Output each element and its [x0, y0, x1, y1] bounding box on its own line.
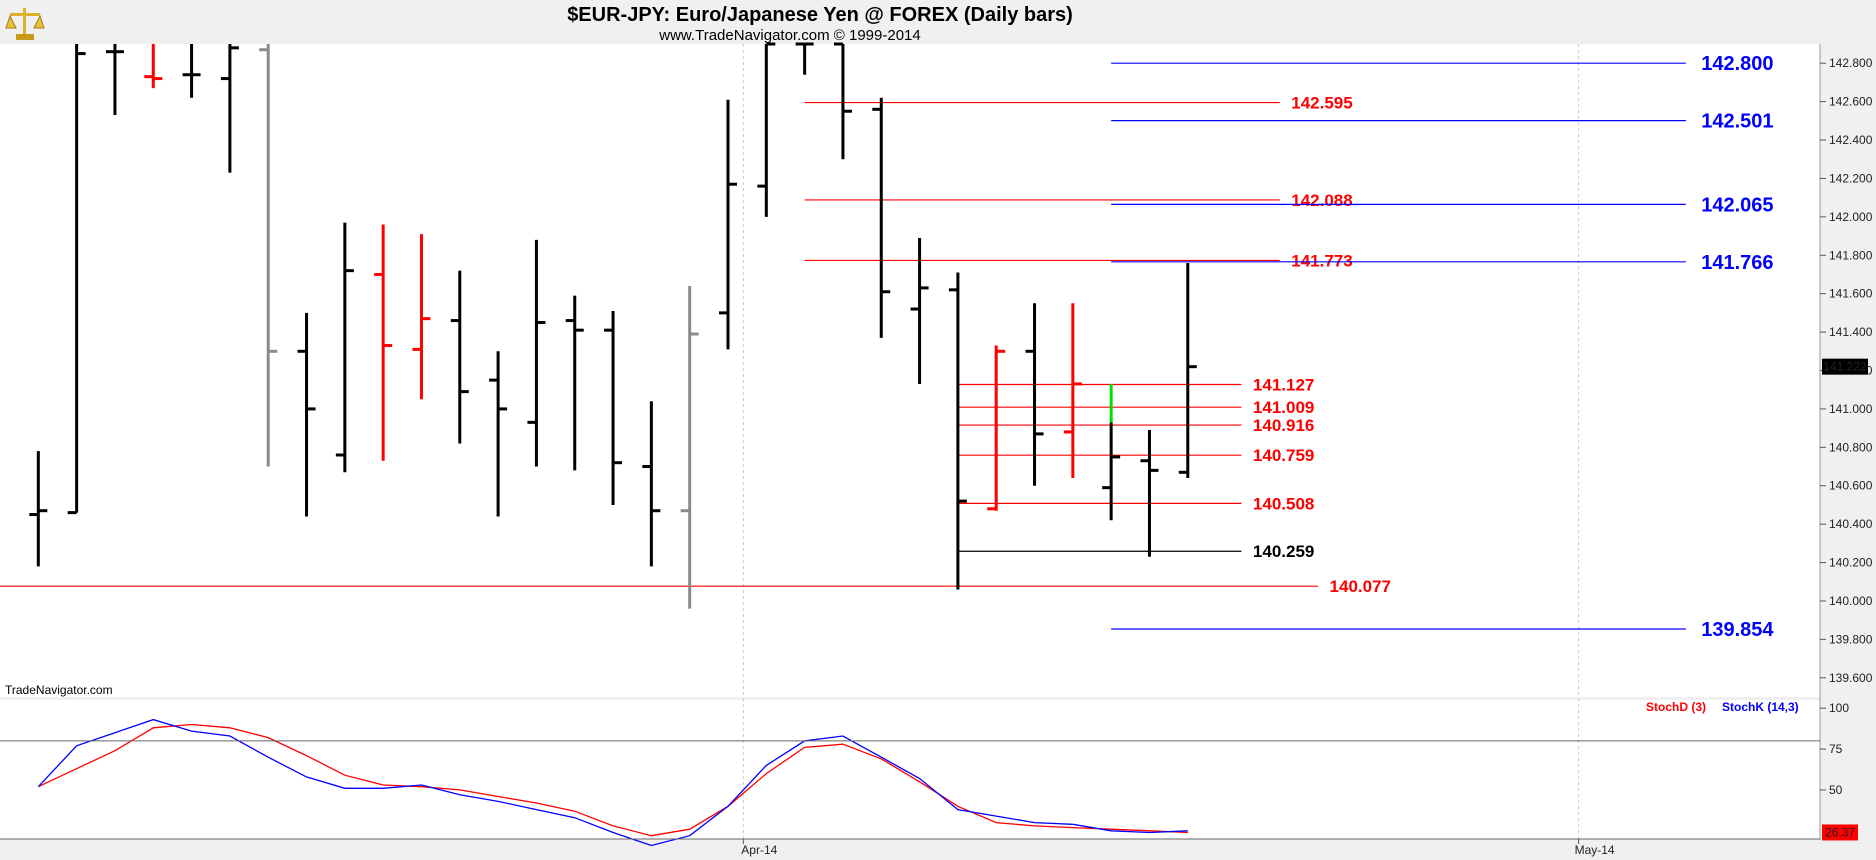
price-axis: 142.800 142.600 142.400 142.200 142.000 141.8…: [1820, 56, 1873, 685]
level-label: 139.854: [1701, 619, 1774, 641]
price-tick-label: 142.800: [1829, 56, 1873, 70]
price-panel: [0, 44, 1820, 697]
stochastic-tick-label: 75: [1829, 742, 1843, 756]
scales-icon: [5, 8, 45, 40]
chart-subtitle: www.TradeNavigator.com © 1999-2014: [658, 27, 920, 44]
grid-lines: [742, 44, 1580, 839]
stochastic-value-label: 26.37: [1825, 825, 1855, 839]
level-label: 140.759: [1253, 446, 1314, 465]
stochastic-tick-label: 100: [1829, 701, 1849, 715]
price-tick-label: 140.200: [1829, 556, 1873, 570]
level-label: 141.009: [1253, 398, 1314, 417]
stoch-d-line: [38, 723, 1188, 837]
level-label: 140.508: [1253, 494, 1314, 513]
current-price-label: 141.222: [1823, 360, 1867, 374]
price-tick-label: 141.600: [1829, 287, 1873, 301]
ohlc-bar: [374, 224, 393, 461]
price-tick-label: 139.800: [1829, 632, 1873, 646]
level-label: 142.800: [1701, 53, 1773, 75]
ohlc-bar: [259, 44, 278, 467]
price-tick-label: 141.000: [1829, 402, 1873, 416]
logo: [5, 8, 45, 40]
ohlc-bar: [987, 345, 1006, 511]
date-tick-label: Apr-14: [741, 843, 777, 857]
ohlc-bar: [29, 451, 48, 567]
level-label: 141.127: [1253, 375, 1314, 394]
stochastic-legend-entry: StochD (3): [1646, 700, 1706, 714]
ohlc-bar: [527, 239, 546, 467]
level-label: 142.088: [1291, 191, 1352, 210]
ohlc-bar: [719, 99, 737, 350]
level-label: 142.501: [1701, 111, 1773, 133]
watermark: TradeNavigator.com: [5, 683, 113, 697]
ohlc-bar: [757, 42, 776, 217]
price-tick-label: 141.800: [1829, 248, 1873, 262]
date-axis: Apr-14 May-14: [741, 839, 1615, 857]
ohlc-bar: [604, 310, 623, 505]
ohlc-bar: [297, 312, 316, 517]
level-label: 141.773: [1291, 251, 1352, 270]
price-tick-label: 140.000: [1829, 594, 1873, 608]
ohlc-bar: [1063, 303, 1082, 479]
ohlc-bar: [1025, 303, 1044, 486]
price-tick-label: 142.400: [1829, 133, 1873, 147]
stochastic-tick-label: 50: [1829, 783, 1843, 797]
price-tick-label: 139.600: [1829, 671, 1873, 685]
ohlc-bar: [105, 44, 124, 116]
ohlc-bar: [220, 44, 239, 173]
current-price-badge: [1822, 358, 1868, 375]
ohlc-bar: [450, 270, 469, 444]
ohlc-bar: [412, 234, 431, 400]
chart-title: $EUR-JPY: Euro/Japanese Yen @ FOREX (Dai…: [567, 4, 1073, 26]
ohlc-bar: [335, 222, 354, 473]
date-tick-label: May-14: [1575, 843, 1615, 857]
level-label: 142.595: [1291, 94, 1352, 113]
price-tick-label: 142.000: [1829, 210, 1873, 224]
ohlc-bar: [872, 97, 891, 338]
ohlc-bar: [565, 295, 584, 471]
price-tick-label: 142.600: [1829, 95, 1873, 109]
ohlc-bar: [144, 44, 163, 89]
price-tick-label: 140.400: [1829, 517, 1873, 531]
ohlc-bar: [1102, 422, 1121, 521]
level-label: 140.259: [1253, 542, 1314, 561]
level-lines: 142.800 142.595 142.501 142.088 142.065 141.7…: [0, 53, 1774, 641]
ohlc-bar: [1140, 430, 1159, 557]
level-label: 140.916: [1253, 416, 1314, 435]
stoch-k-line: [37, 718, 1188, 847]
ohlc-bar: [182, 44, 201, 98]
ohlc-bar: [1178, 262, 1197, 479]
ohlc-bar: [680, 285, 699, 609]
price-tick-label: 142.200: [1829, 171, 1873, 185]
price-tick-label: 140.600: [1829, 479, 1873, 493]
stochastic-legend-entry: StochK (14,3): [1722, 700, 1799, 714]
ohlc-bar: [948, 272, 967, 590]
ohlc-bar: [795, 42, 814, 75]
level-label: 140.077: [1330, 577, 1391, 596]
price-tick-label: 141.400: [1829, 325, 1873, 339]
price-bars: [29, 42, 1197, 609]
price-tick-label: 140.800: [1829, 440, 1873, 454]
stochastic-lines: [37, 718, 1188, 847]
ohlc-bar: [910, 237, 929, 384]
level-label: 141.766: [1701, 252, 1773, 274]
stochastic-value-badge: [1822, 824, 1858, 841]
ohlc-bar: [833, 42, 852, 160]
ohlc-bar: [67, 44, 86, 515]
stochastic-axis: 100 75 50 26.37 StochD (3) StochK (14,3): [0, 700, 1858, 841]
ohlc-bar: [489, 351, 508, 517]
level-label: 142.065: [1701, 194, 1773, 216]
ohlc-bar: [642, 401, 661, 567]
stochastic-panel: [0, 700, 1820, 839]
